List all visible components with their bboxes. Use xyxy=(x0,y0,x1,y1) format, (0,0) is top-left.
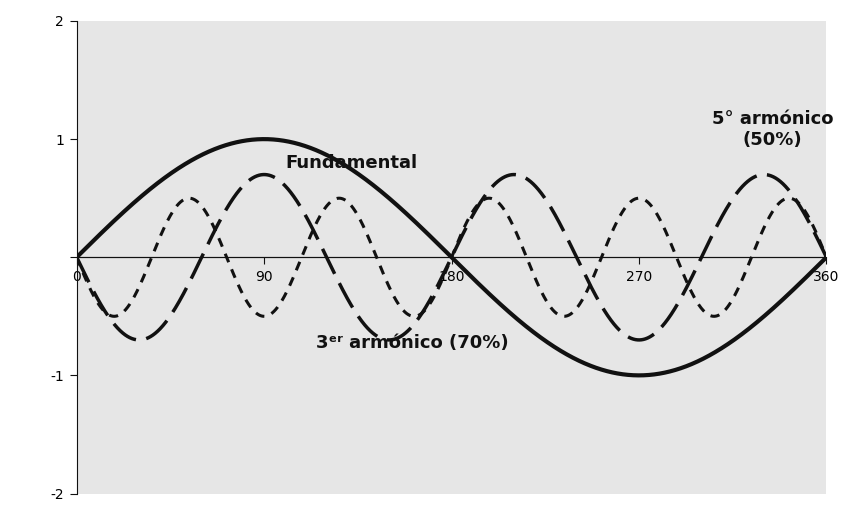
Text: 3ᵉʳ armónico (70%): 3ᵉʳ armónico (70%) xyxy=(316,334,509,352)
Text: 5° armónico
(50%): 5° armónico (50%) xyxy=(712,110,833,149)
Text: Fundamental: Fundamental xyxy=(285,154,417,172)
